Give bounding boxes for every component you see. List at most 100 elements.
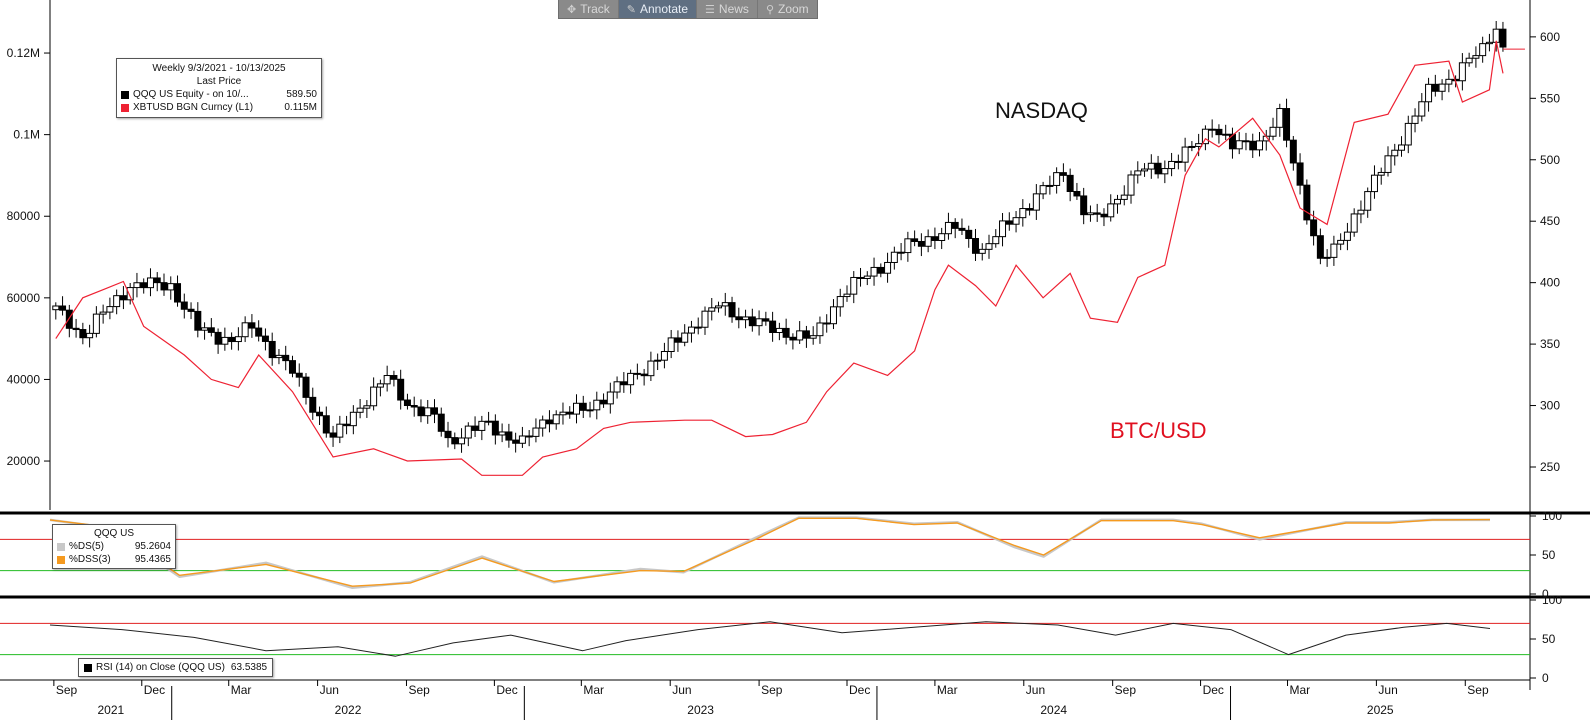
candle-body (99, 311, 107, 315)
candle-body (911, 238, 919, 242)
candle-body (1228, 133, 1236, 150)
candle-body (938, 233, 946, 241)
month-label: Mar (231, 683, 252, 697)
rsi-row: RSI (14) on Close (QQQ US) 63.5385 (84, 661, 267, 674)
month-label: Mar (1290, 683, 1311, 697)
candle-body (721, 302, 729, 307)
candle-body (221, 336, 229, 345)
candle-body (444, 430, 452, 439)
candle-body (1161, 168, 1169, 175)
candle-body (1107, 203, 1115, 218)
candle-body (654, 359, 662, 362)
candle-body (1019, 208, 1027, 219)
nasdaq-annotation[interactable]: NASDAQ (995, 98, 1088, 123)
candle-body (999, 220, 1007, 238)
candle-body (1364, 191, 1372, 211)
annotate-button[interactable]: ✎ Annotate (618, 0, 698, 18)
candle-body (539, 419, 547, 429)
candle-body (1168, 160, 1176, 170)
candle-body (1384, 155, 1392, 173)
candle-body (775, 327, 783, 334)
candle-body (207, 327, 215, 333)
osc-tick-label: 100 (1542, 509, 1562, 523)
magnifier-icon: ⚲ (765, 3, 774, 16)
candle-body (573, 402, 581, 415)
candle-body (836, 296, 844, 308)
candle-body (322, 415, 330, 434)
candle-body (72, 327, 80, 331)
osc-tick-label: 0 (1542, 671, 1549, 685)
candle-body (153, 277, 161, 284)
candle-body (471, 425, 479, 431)
candle-body (518, 435, 526, 444)
candle-body (857, 276, 865, 279)
candle-body (1499, 28, 1507, 48)
candle-body (965, 229, 973, 240)
month-label: Sep (1115, 683, 1137, 697)
price-legend[interactable]: Weekly 9/3/2021 - 10/13/2025 Last Price … (116, 58, 322, 118)
candle-body (275, 354, 283, 359)
candle-body (924, 236, 932, 247)
price-panel (52, 21, 1525, 476)
candle-body (978, 248, 986, 254)
legend-value-qqq: 589.50 (286, 89, 317, 100)
candle-body (417, 406, 425, 417)
candle-body (708, 307, 716, 312)
zoom-label: Zoom (778, 2, 809, 16)
candle-body (140, 282, 148, 289)
year-label: 2025 (1367, 703, 1394, 717)
axes: 2503003504004505005506002000040000600008… (7, 30, 1562, 720)
right-tick-label: 350 (1540, 337, 1560, 351)
candle-body (681, 332, 689, 343)
candle-body (1445, 78, 1453, 85)
candle-body (451, 437, 459, 445)
candle-body (748, 316, 756, 327)
candle-body (579, 402, 587, 411)
candle-body (958, 227, 966, 231)
zoom-button[interactable]: ⚲ Zoom (758, 0, 817, 18)
candle-body (309, 396, 317, 413)
candle-body (1316, 235, 1324, 259)
candle-body (715, 305, 723, 309)
candle-body (241, 322, 249, 338)
candle-body (376, 383, 384, 388)
candle-body (1053, 172, 1061, 186)
stochastic-legend[interactable]: QQQ US %DS(5) 95.2604 %DSS(3) 95.4365 (52, 524, 176, 569)
candle-body (1492, 28, 1500, 43)
btc-annotation[interactable]: BTC/USD (1110, 418, 1207, 443)
track-button[interactable]: ✥ Track (559, 0, 619, 18)
candle-body (600, 399, 608, 405)
candle-body (877, 266, 885, 274)
candle-body (1330, 243, 1338, 258)
candle-body (985, 243, 993, 250)
candle-body (1188, 145, 1196, 148)
right-tick-label: 500 (1540, 153, 1560, 167)
candle-body (823, 322, 831, 325)
candle-body (228, 336, 236, 343)
news-button[interactable]: ☰ News (697, 0, 758, 18)
candle-body (728, 302, 736, 318)
right-tick-label: 550 (1540, 91, 1560, 105)
candle-body (971, 238, 979, 254)
candle-body (1059, 172, 1067, 176)
stoch-ds-line (49, 516, 1490, 590)
candle-body (782, 327, 790, 338)
left-tick-label: 20000 (7, 454, 41, 468)
candle-body (268, 340, 276, 359)
candle-body (694, 326, 702, 329)
candle-body (478, 420, 486, 431)
candle-body (559, 411, 567, 416)
rsi-value: 63.5385 (230, 662, 268, 673)
candle-body (214, 331, 222, 345)
stoch-name-ds: %DS(5) (69, 541, 105, 552)
chart-frame (0, 0, 1590, 690)
candle-body (403, 399, 411, 407)
candle-body (687, 326, 695, 334)
legend-value-btc: 0.115M (284, 102, 317, 113)
candle-body (1127, 174, 1135, 196)
year-label: 2024 (1040, 703, 1067, 717)
candle-body (1289, 139, 1297, 164)
rsi-legend[interactable]: RSI (14) on Close (QQQ US) 63.5385 (78, 658, 274, 677)
candle-body (620, 381, 628, 386)
month-label: Jun (320, 683, 339, 697)
